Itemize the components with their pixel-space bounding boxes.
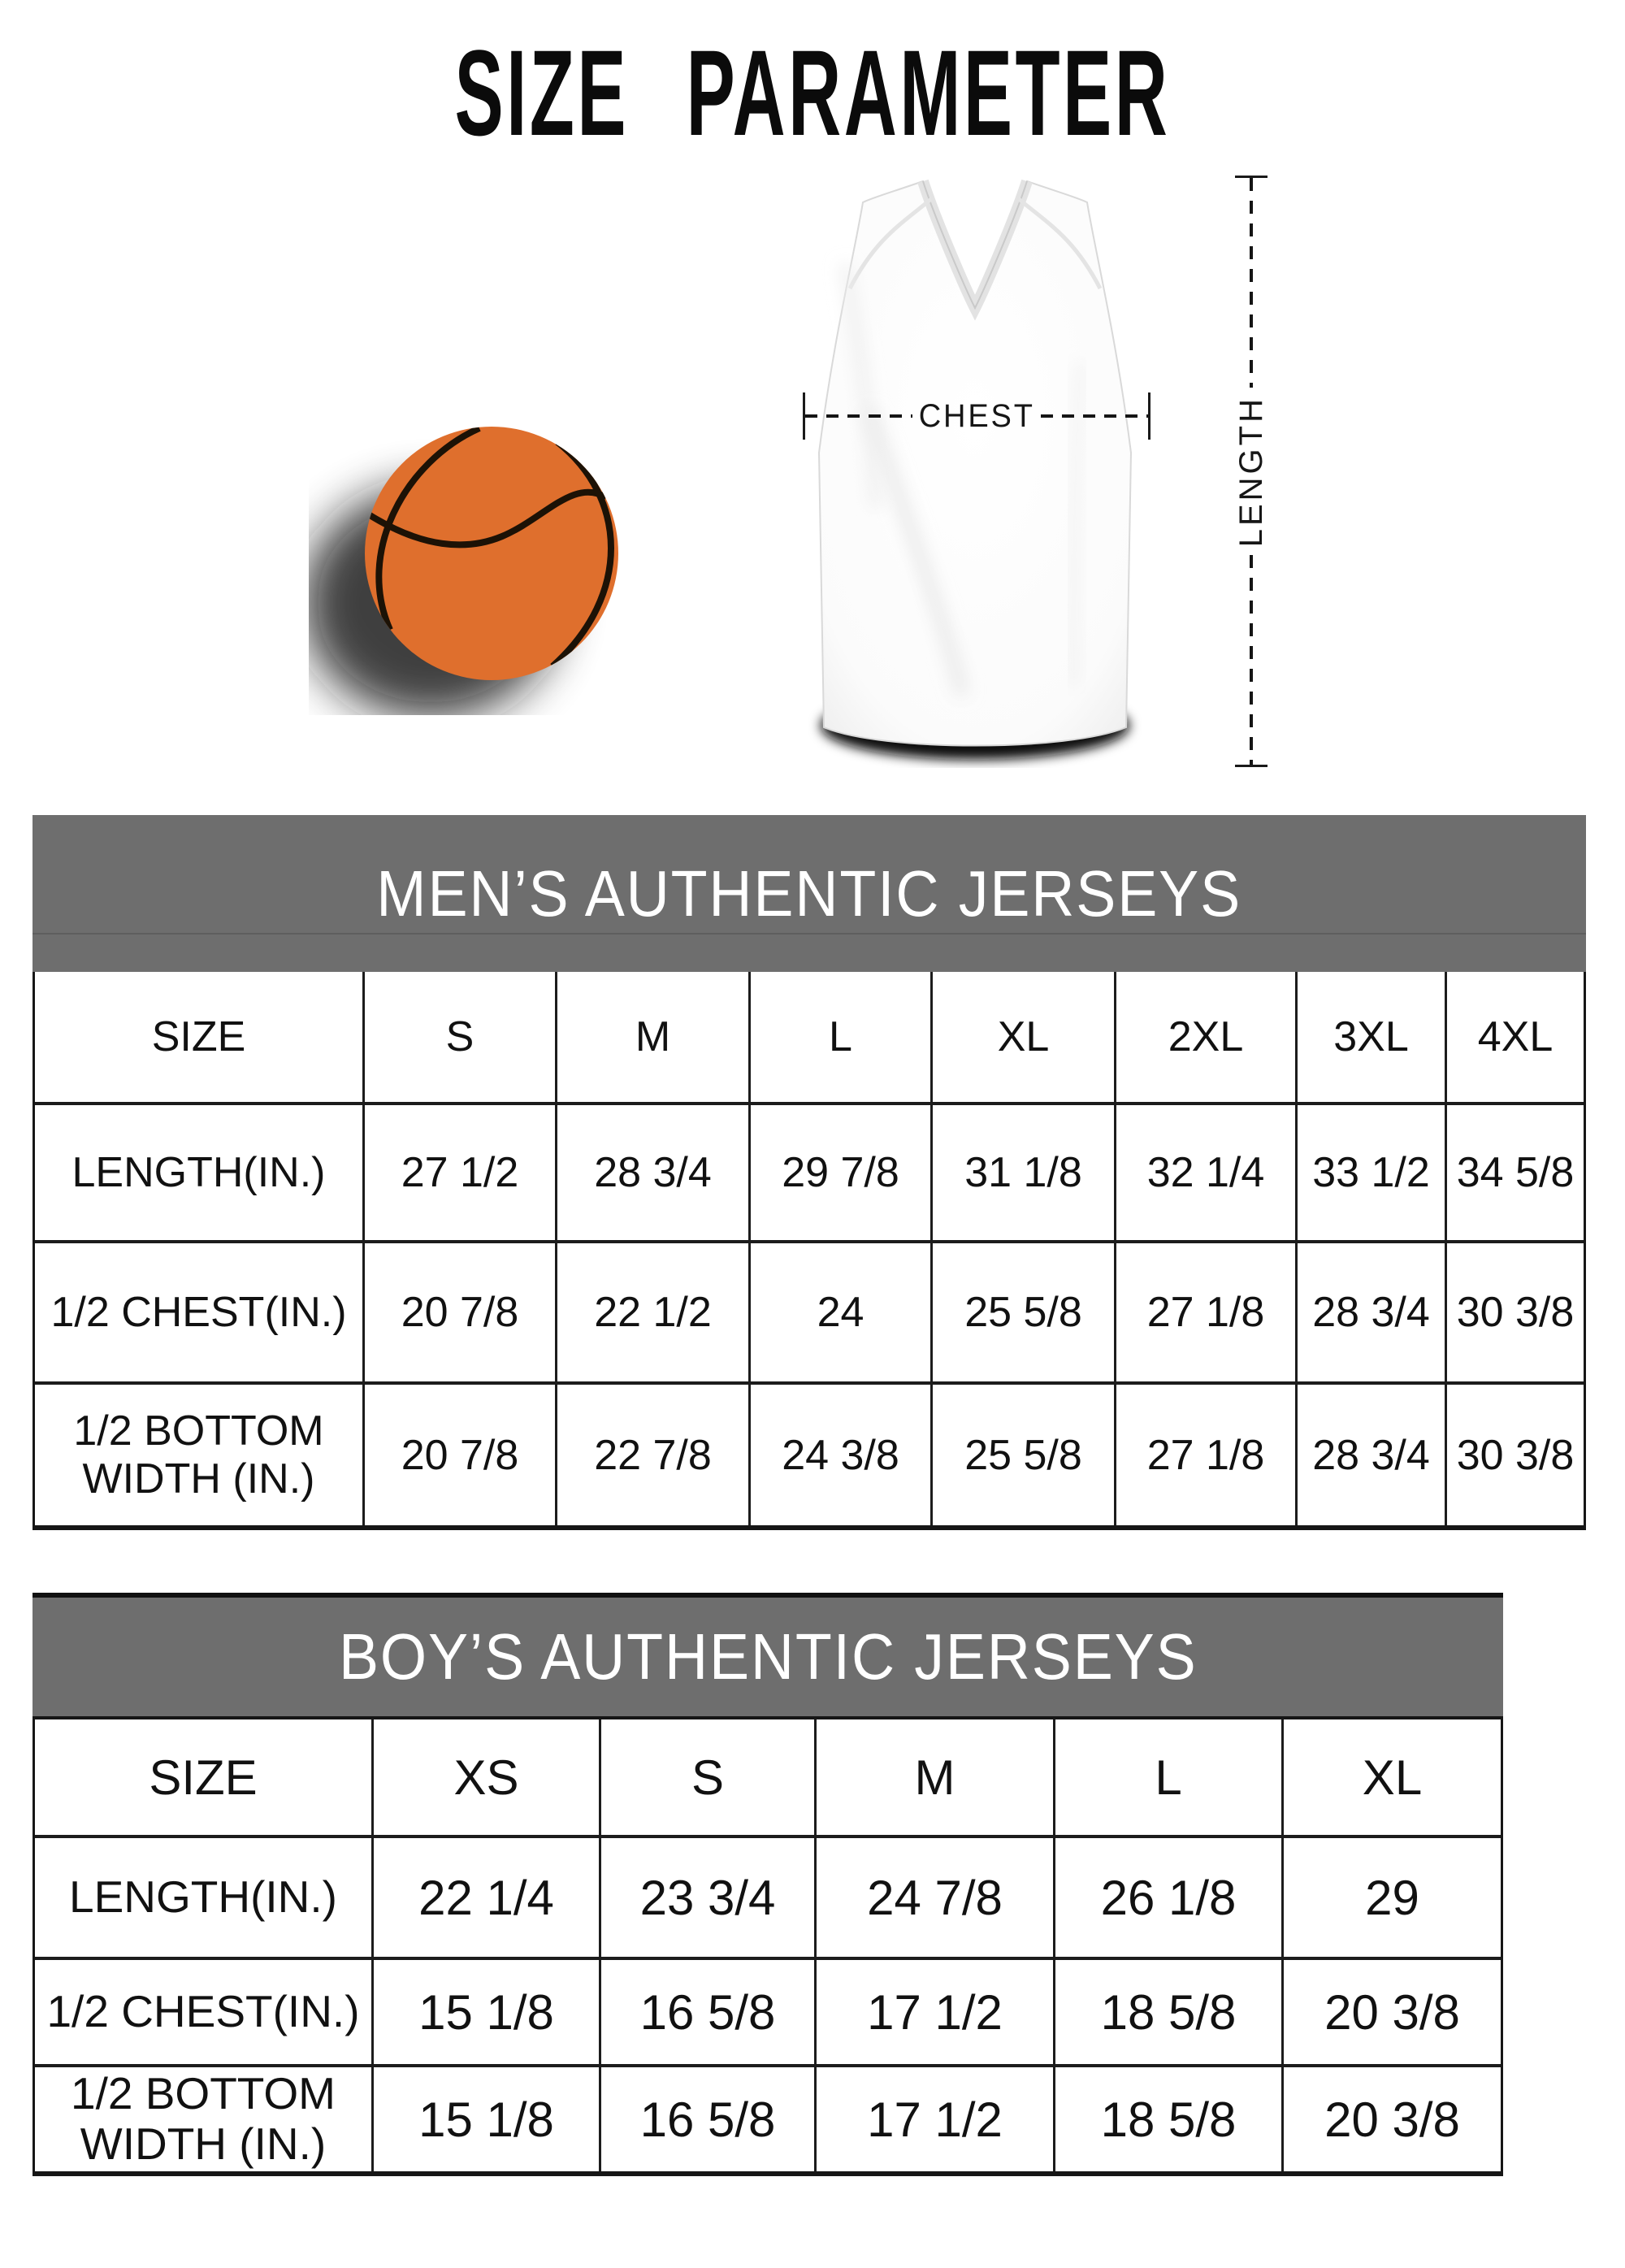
mens-chest-row: 1/2 CHEST(IN.) 20 7/8 22 1/2 24 25 5/8 2… bbox=[35, 1240, 1584, 1381]
column-header: SIZE bbox=[151, 1013, 246, 1060]
column-header: L bbox=[1053, 1719, 1281, 1835]
boys-size-table: BOY’S AUTHENTIC JERSEYS SIZE XS S M L XL… bbox=[32, 1593, 1503, 2176]
mens-header-row: SIZE S M L XL 2XL 3XL 4XL bbox=[35, 972, 1584, 1102]
size-cell: 23 3/4 bbox=[599, 1838, 814, 1957]
chest-dimension-line: CHEST bbox=[803, 392, 1151, 440]
size-cell: 24 3/8 bbox=[748, 1385, 930, 1525]
mens-length-row: LENGTH(IN.) 27 1/2 28 3/4 29 7/8 31 1/8 … bbox=[35, 1102, 1584, 1240]
boys-table-grid: SIZE XS S M L XL LENGTH(IN.) 22 1/4 23 3… bbox=[32, 1716, 1503, 2176]
boys-table-header-band: BOY’S AUTHENTIC JERSEYS bbox=[32, 1598, 1503, 1716]
length-top-cap bbox=[1235, 176, 1268, 178]
size-cell: 24 bbox=[748, 1243, 930, 1381]
length-bottom-cap bbox=[1235, 765, 1268, 767]
column-header: L bbox=[748, 972, 930, 1102]
size-cell: 16 5/8 bbox=[599, 1960, 814, 2064]
row-label: 1/2 BOTTOM WIDTH (IN.) bbox=[73, 1407, 324, 1503]
size-cell: 22 1/2 bbox=[555, 1243, 748, 1381]
row-label: LENGTH(IN.) bbox=[69, 1871, 337, 1923]
mens-table-grid: SIZE S M L XL 2XL 3XL 4XL LENGTH(IN.) 27… bbox=[32, 972, 1586, 1530]
row-label: LENGTH(IN.) bbox=[72, 1148, 326, 1196]
size-cell: 31 1/8 bbox=[930, 1105, 1114, 1240]
column-header: M bbox=[814, 1719, 1053, 1835]
size-cell: 15 1/8 bbox=[371, 2067, 599, 2171]
mens-size-table: MEN’S AUTHENTIC JERSEYS SIZE S M L XL 2X… bbox=[32, 815, 1586, 1530]
column-header: SIZE bbox=[149, 1750, 258, 1805]
size-cell: 28 3/4 bbox=[1295, 1385, 1445, 1525]
size-cell: 17 1/2 bbox=[814, 1960, 1053, 2064]
size-cell: 18 5/8 bbox=[1053, 1960, 1281, 2064]
chest-dashes-right bbox=[1041, 414, 1149, 418]
mens-bottom-width-row: 1/2 BOTTOM WIDTH (IN.) 20 7/8 22 7/8 24 … bbox=[35, 1381, 1584, 1525]
row-label: 1/2 CHEST(IN.) bbox=[50, 1288, 347, 1336]
mens-table-title: MEN’S AUTHENTIC JERSEYS bbox=[376, 856, 1242, 930]
column-header: 3XL bbox=[1295, 972, 1445, 1102]
boys-length-row: LENGTH(IN.) 22 1/4 23 3/4 24 7/8 26 1/8 … bbox=[35, 1835, 1501, 1957]
size-cell: 33 1/2 bbox=[1295, 1105, 1445, 1240]
size-cell: 20 7/8 bbox=[362, 1385, 555, 1525]
length-dashes-bottom bbox=[1250, 555, 1253, 765]
size-cell: 25 5/8 bbox=[930, 1385, 1114, 1525]
column-header: M bbox=[555, 972, 748, 1102]
size-cell: 20 7/8 bbox=[362, 1243, 555, 1381]
mens-band-seam bbox=[32, 933, 1586, 935]
size-cell: 15 1/8 bbox=[371, 1960, 599, 2064]
size-cell: 28 3/4 bbox=[1295, 1243, 1445, 1381]
size-cell: 22 7/8 bbox=[555, 1385, 748, 1525]
size-cell: 18 5/8 bbox=[1053, 2067, 1281, 2171]
column-header: 4XL bbox=[1445, 972, 1584, 1102]
length-dashes-top bbox=[1250, 178, 1253, 388]
mens-table-header-band: MEN’S AUTHENTIC JERSEYS bbox=[32, 815, 1586, 972]
length-label: LENGTH bbox=[1233, 395, 1269, 548]
column-header: S bbox=[599, 1719, 814, 1835]
chest-label: CHEST bbox=[918, 397, 1035, 434]
chest-dashes-left bbox=[805, 414, 912, 418]
page-title: SIZE PARAMETER bbox=[454, 24, 1171, 161]
size-cell: 29 7/8 bbox=[748, 1105, 930, 1240]
boys-bottom-width-row: 1/2 BOTTOM WIDTH (IN.) 15 1/8 16 5/8 17 … bbox=[35, 2064, 1501, 2171]
column-header: XL bbox=[930, 972, 1114, 1102]
row-label: 1/2 BOTTOM WIDTH (IN.) bbox=[71, 2068, 336, 2169]
size-cell: 27 1/8 bbox=[1114, 1243, 1295, 1381]
row-label: 1/2 CHEST(IN.) bbox=[46, 1986, 360, 2037]
jersey-icon bbox=[817, 179, 1133, 760]
size-cell: 20 3/8 bbox=[1281, 1960, 1501, 2064]
size-cell: 28 3/4 bbox=[555, 1105, 748, 1240]
column-header: XL bbox=[1281, 1719, 1501, 1835]
size-cell: 30 3/8 bbox=[1445, 1385, 1584, 1525]
size-cell: 29 bbox=[1281, 1838, 1501, 1957]
boys-table-title: BOY’S AUTHENTIC JERSEYS bbox=[338, 1620, 1198, 1693]
size-cell: 27 1/2 bbox=[362, 1105, 555, 1240]
size-cell: 26 1/8 bbox=[1053, 1838, 1281, 1957]
boys-header-row: SIZE XS S M L XL bbox=[35, 1719, 1501, 1835]
basketball-icon bbox=[309, 427, 618, 715]
size-cell: 27 1/8 bbox=[1114, 1385, 1295, 1525]
size-cell: 24 7/8 bbox=[814, 1838, 1053, 1957]
length-dimension-line: LENGTH bbox=[1225, 176, 1277, 767]
size-cell: 30 3/8 bbox=[1445, 1243, 1584, 1381]
column-header: S bbox=[362, 972, 555, 1102]
column-header: XS bbox=[371, 1719, 599, 1835]
boys-chest-row: 1/2 CHEST(IN.) 15 1/8 16 5/8 17 1/2 18 5… bbox=[35, 1957, 1501, 2064]
chest-right-tick bbox=[1148, 392, 1151, 440]
size-cell: 22 1/4 bbox=[371, 1838, 599, 1957]
size-cell: 25 5/8 bbox=[930, 1243, 1114, 1381]
size-cell: 34 5/8 bbox=[1445, 1105, 1584, 1240]
size-cell: 17 1/2 bbox=[814, 2067, 1053, 2171]
size-cell: 20 3/8 bbox=[1281, 2067, 1501, 2171]
size-cell: 32 1/4 bbox=[1114, 1105, 1295, 1240]
size-cell: 16 5/8 bbox=[599, 2067, 814, 2171]
chest-left-tick bbox=[803, 392, 805, 440]
column-header: 2XL bbox=[1114, 972, 1295, 1102]
